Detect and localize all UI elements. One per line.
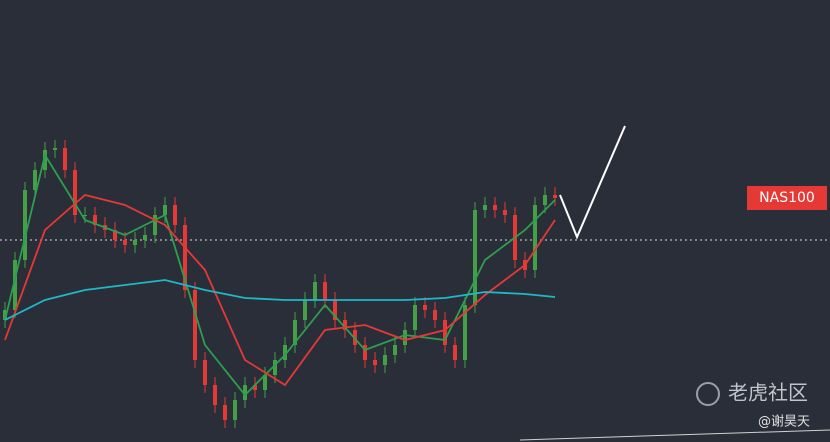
symbol-label-box <box>747 186 827 210</box>
candle-body <box>473 210 477 305</box>
candle-body <box>43 150 47 170</box>
candle-body <box>393 345 397 355</box>
candle-body <box>433 310 437 320</box>
candle-body <box>13 260 17 310</box>
candle-body <box>333 300 337 320</box>
candle-body <box>233 400 237 420</box>
author: @谢昊天 <box>758 414 810 430</box>
moving-average <box>4 279 556 321</box>
candle-body <box>213 385 217 405</box>
candle-body <box>423 305 427 310</box>
moving-average <box>4 152 556 397</box>
candle-body <box>343 320 347 330</box>
moving-average <box>4 194 556 387</box>
trend-line <box>519 429 830 441</box>
candle-body <box>173 205 177 225</box>
candle-body <box>463 305 467 360</box>
candle-body <box>383 355 387 365</box>
candle-body <box>283 345 287 360</box>
candle-body <box>33 170 37 190</box>
annotation-drawing <box>559 125 626 240</box>
candle-body <box>73 170 77 215</box>
candle-body <box>53 148 57 150</box>
candle-body <box>553 195 557 198</box>
candle-body <box>83 215 87 216</box>
candle-body <box>143 235 147 240</box>
candle-body <box>23 190 27 260</box>
candle-body <box>93 215 97 225</box>
candle-body <box>493 205 497 210</box>
candle-body <box>123 240 127 245</box>
candle-body <box>533 205 537 270</box>
candle-body <box>63 148 67 170</box>
watermark-logo <box>696 382 720 406</box>
candle-body <box>323 282 327 300</box>
candle-body <box>193 290 197 360</box>
watermark: 老虎社区 <box>728 381 808 405</box>
candle-body <box>113 230 117 240</box>
candle-body <box>543 195 547 205</box>
candle-body <box>3 310 7 320</box>
candle-body <box>303 300 307 320</box>
candle-body <box>243 385 247 400</box>
candle-body <box>253 385 257 390</box>
candle-body <box>453 345 457 360</box>
candle-body <box>503 210 507 215</box>
candle-body <box>293 320 297 345</box>
candle-body <box>263 375 267 390</box>
candle-body <box>413 305 417 330</box>
candle-body <box>313 282 317 300</box>
candle-body <box>403 330 407 345</box>
candle-body <box>363 345 367 360</box>
candle-body <box>163 205 167 215</box>
candle-body <box>153 215 157 235</box>
candle-body <box>183 225 187 290</box>
candle-body <box>373 360 377 365</box>
symbol-label: NAS100 <box>759 190 815 206</box>
candle-body <box>483 205 487 210</box>
candle-body <box>273 360 277 375</box>
candle-body <box>133 240 137 245</box>
candle-body <box>443 320 447 345</box>
candle-body <box>223 405 227 420</box>
candle-body <box>203 360 207 385</box>
